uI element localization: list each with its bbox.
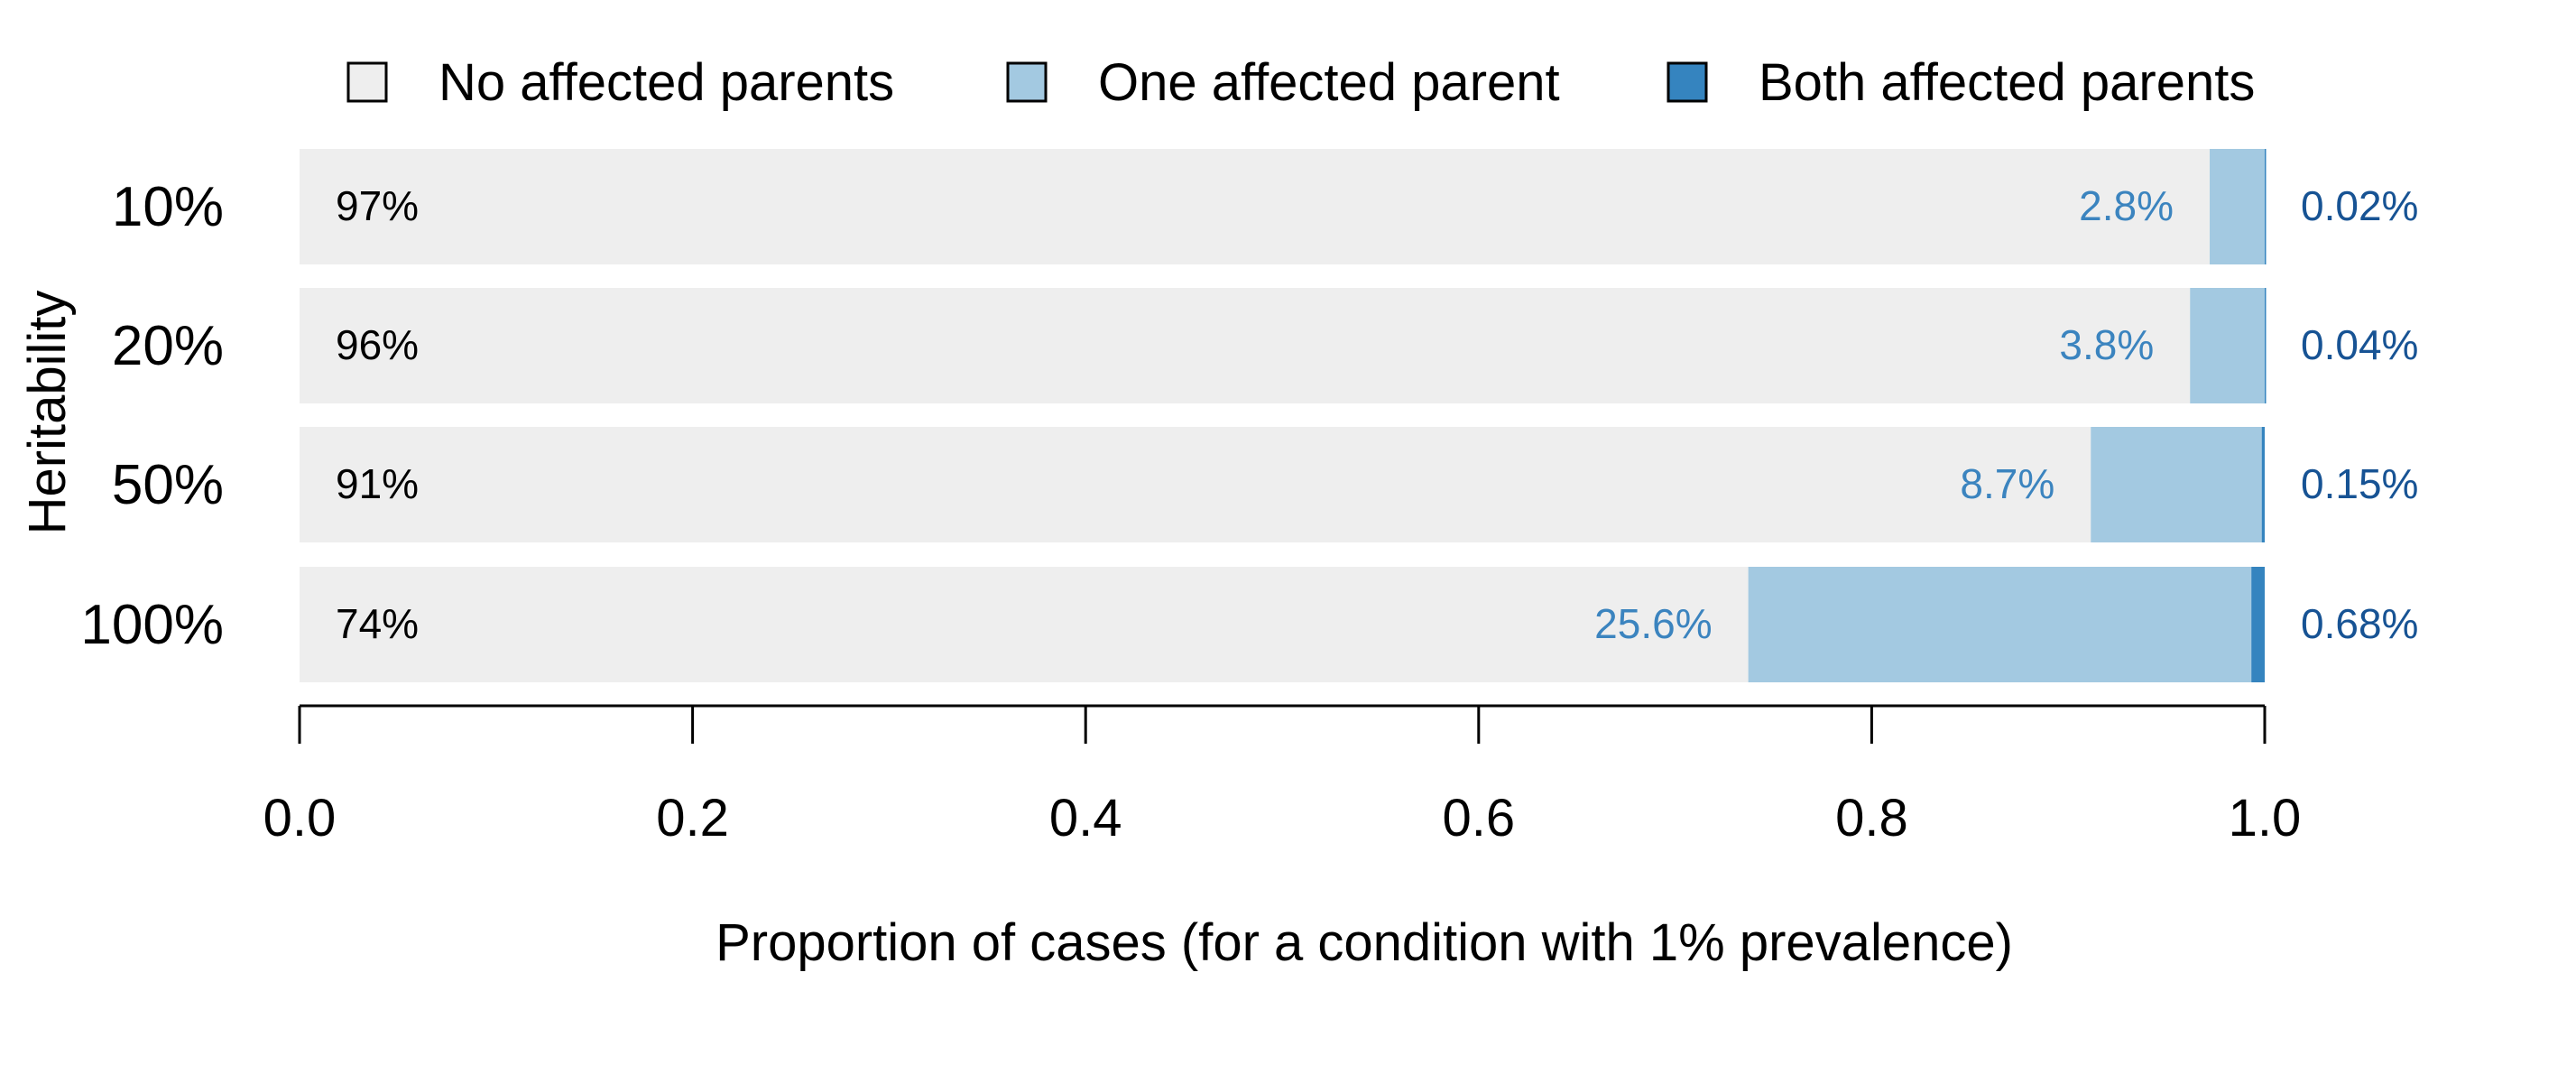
y-tick-label: 50% [112, 454, 224, 516]
data-label: 96% [336, 321, 419, 368]
legend: No affected parents One affected parent Bo… [346, 53, 2255, 112]
bar-segment-2-1 [2265, 288, 2267, 403]
bar-segment-2-3 [2251, 567, 2265, 682]
x-axis-title: Proportion of cases (for a condition wit… [716, 913, 2013, 972]
x-tick-label: 0.4 [1049, 789, 1122, 847]
x-tick-label: 0.6 [1442, 789, 1515, 847]
data-label: 0.15% [2301, 460, 2418, 507]
x-tick-label: 0.2 [656, 789, 729, 847]
bar-segment-1-2 [2091, 427, 2262, 542]
bar-segment-1-3 [1748, 567, 2252, 682]
bar-segment-0-2 [300, 427, 2091, 542]
bar-segment-0-1 [300, 288, 2191, 403]
data-label: 97% [336, 182, 419, 229]
bar-segment-1-1 [2190, 288, 2265, 403]
legend-swatch [1667, 61, 1708, 103]
bar-segment-2-0 [2265, 149, 2267, 264]
data-label: 91% [336, 460, 419, 507]
y-axis: 10% 20% 50% 100% [80, 176, 224, 656]
bar-segment-1-0 [2210, 149, 2265, 264]
bar-segment-0-0 [300, 149, 2211, 264]
data-label: 2.8% [2079, 182, 2174, 229]
legend-label: No affected parents [439, 53, 894, 112]
x-tick-label: 1.0 [2229, 789, 2302, 847]
data-label: 0.68% [2301, 600, 2418, 647]
y-axis-title: Heritability [18, 291, 77, 535]
data-label: 8.7% [1960, 460, 2054, 507]
bar-segment-0-3 [300, 567, 1749, 682]
x-axis: 0.0 0.2 0.4 0.6 0.8 1.0 [263, 704, 2302, 847]
y-tick-label: 20% [112, 315, 224, 377]
data-labels: 97% 2.8% 0.02% 96% 3.8% 0.04% 91% 8.7% 0.15% 74% 2… [336, 182, 2418, 647]
legend-label: One affected parent [1098, 53, 1560, 112]
x-tick-label: 0.8 [1835, 789, 1908, 847]
data-label: 0.02% [2301, 182, 2418, 229]
legend-label: Both affected parents [1759, 53, 2255, 112]
data-label: 25.6% [1594, 600, 1712, 647]
x-tick-label: 0.0 [263, 789, 337, 847]
bars [300, 149, 2267, 682]
y-tick-label: 100% [80, 594, 224, 656]
data-label: 3.8% [2059, 321, 2154, 368]
y-tick-label: 10% [112, 176, 224, 238]
data-label: 74% [336, 600, 419, 647]
bar-segment-2-2 [2261, 427, 2265, 542]
data-label: 0.04% [2301, 321, 2418, 368]
legend-swatch [346, 61, 388, 103]
legend-swatch [1006, 61, 1048, 103]
